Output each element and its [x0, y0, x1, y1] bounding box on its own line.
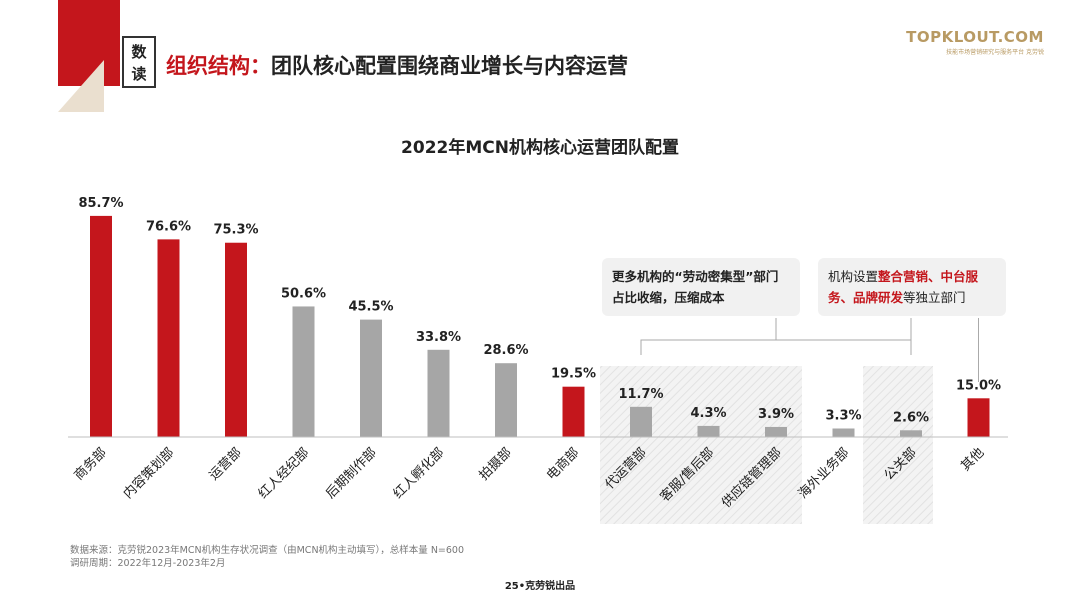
category-label-2: 运营部 — [207, 445, 245, 483]
connector-bracket — [640, 339, 912, 355]
bar-9 — [697, 425, 720, 437]
category-label-13: 其他 — [958, 445, 987, 474]
bar-2 — [225, 242, 247, 437]
bar-3 — [292, 306, 315, 437]
headline-rest: 团队核心配置围绕商业增长与内容运营 — [271, 54, 628, 78]
headline-accent: 组织结构： — [166, 54, 271, 78]
value-label-6: 28.6% — [483, 343, 528, 358]
value-label-1: 76.6% — [146, 219, 191, 234]
callout-sep-1: 、 — [928, 269, 941, 284]
value-label-8: 11.7% — [618, 387, 663, 402]
value-label-12: 2.6% — [893, 410, 929, 425]
value-label-4: 45.5% — [348, 300, 393, 315]
source-line-2: 调研周期：2022年12月-2023年2月 — [70, 558, 226, 569]
bar-10 — [765, 426, 787, 437]
category-label-4: 后期制作部 — [323, 445, 380, 502]
callout-independent-departments: 机构设置整合营销、中台服务、品牌研发等独立部门 — [818, 258, 1006, 316]
shaded-region-labor — [600, 366, 802, 524]
bar-1 — [157, 239, 180, 437]
category-label-0: 商务部 — [71, 445, 110, 484]
page-headline: 组织结构：团队核心配置围绕商业增长与内容运营 — [166, 50, 628, 80]
bar-6 — [495, 363, 517, 437]
value-label-0: 85.7% — [78, 196, 123, 211]
value-label-7: 19.5% — [551, 367, 596, 382]
chart-title: 2022年MCN机构核心运营团队配置 — [401, 138, 679, 158]
badge-line-1: 数 — [131, 43, 147, 61]
callout-labor-intensive: 更多机构的“劳动密集型”部门占比收缩，压缩成本 — [602, 258, 800, 316]
value-label-2: 75.3% — [213, 223, 258, 238]
bar-0 — [90, 215, 112, 437]
callout-labor-text: 更多机构的“劳动密集型”部门占比收缩，压缩成本 — [612, 269, 779, 305]
value-label-9: 4.3% — [690, 406, 726, 421]
bar-13 — [967, 398, 990, 437]
source-line-1: 数据来源：克劳锐2023年MCN机构生存状况调查（由MCN机构主动填写），总样本… — [70, 545, 465, 556]
callout-prefix: 机构设置 — [828, 269, 879, 284]
section-badge: 数 读 — [122, 36, 156, 88]
bar-11 — [832, 428, 855, 437]
logo-main-text: TOPKLOUT.COM — [906, 28, 1044, 46]
page-footer: 25•克劳锐出品 — [504, 581, 576, 592]
callout-highlight-2: 中台服务 — [828, 269, 979, 305]
bar-5 — [427, 349, 450, 437]
category-label-6: 拍摄部 — [477, 445, 515, 483]
bar-4 — [360, 319, 382, 437]
bar-12 — [900, 430, 922, 437]
bar-8 — [630, 406, 652, 437]
category-label-11: 海外业务部 — [795, 445, 852, 502]
category-label-1: 内容策划部 — [120, 445, 177, 502]
brand-logo: TOPKLOUT.COM 技能市场营销研究与服务平台 克劳锐 — [906, 28, 1044, 56]
category-label-3: 红人经纪部 — [255, 445, 312, 502]
data-source: 数据来源：克劳锐2023年MCN机构生存状况调查（由MCN机构主动填写），总样本… — [70, 544, 464, 570]
category-label-5: 红人孵化部 — [390, 445, 447, 502]
callout-sep-2: 、 — [840, 290, 854, 305]
category-label-7: 电商部 — [544, 445, 582, 483]
callout-highlight-3: 品牌研发 — [853, 290, 904, 305]
corner-decoration-cream — [58, 60, 104, 112]
badge-line-2: 读 — [131, 65, 147, 83]
shaded-region-pr — [863, 366, 933, 524]
value-label-13: 15.0% — [956, 378, 1001, 393]
callout-suffix: 等独立部门 — [903, 290, 966, 305]
value-label-3: 50.6% — [281, 286, 326, 301]
logo-sub-text: 技能市场营销研究与服务平台 克劳锐 — [946, 49, 1044, 56]
bar-7 — [562, 386, 585, 437]
value-label-5: 33.8% — [416, 330, 461, 345]
value-label-10: 3.9% — [758, 407, 794, 422]
value-label-11: 3.3% — [825, 408, 861, 423]
callout-highlight-1: 整合营销 — [878, 269, 929, 284]
